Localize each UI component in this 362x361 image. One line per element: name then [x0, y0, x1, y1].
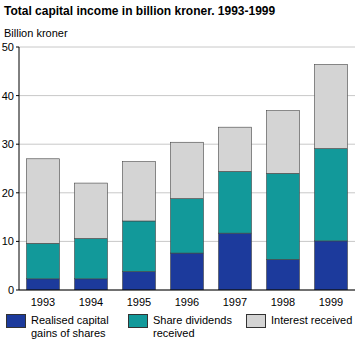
legend-label: Interest received [271, 314, 362, 327]
tick-label: 20 [2, 187, 14, 199]
bar-segment [75, 183, 108, 238]
bar-segment [219, 233, 252, 290]
bar-segment [123, 221, 156, 272]
tick-label: 50 [2, 41, 14, 53]
grid-line [19, 47, 355, 48]
grid-line [19, 95, 355, 96]
category-label: 1996 [175, 296, 199, 308]
tick-label: 10 [2, 235, 14, 247]
bar-segment [27, 159, 60, 244]
bar-segment [75, 279, 108, 290]
bars [27, 64, 348, 290]
tick-label: 30 [2, 138, 14, 150]
tick-label: 0 [8, 284, 14, 296]
bar-segment [27, 243, 60, 278]
bar-segment [267, 173, 300, 259]
tick-label: 40 [2, 90, 14, 102]
category-label: 1993 [31, 296, 55, 308]
grid-line [19, 290, 355, 291]
chart: Total capital income in billion kroner. … [0, 0, 362, 361]
legend-swatch [6, 314, 26, 328]
bar-segment [171, 253, 204, 290]
y-axis [19, 47, 20, 290]
category-label: 1997 [223, 296, 247, 308]
bar-segment [123, 162, 156, 221]
bar-segment [267, 111, 300, 174]
y-label: Billion kroner [4, 27, 68, 39]
bar-segment [171, 199, 204, 253]
category-label: 1995 [127, 296, 151, 308]
bar-segment [267, 259, 300, 290]
bar-segment [171, 142, 204, 198]
category-label: 1994 [79, 296, 103, 308]
bar-segment [75, 238, 108, 278]
bar-segment [219, 127, 252, 171]
bar-segment [315, 241, 348, 290]
legend-swatch [246, 314, 266, 328]
bar-segment [315, 149, 348, 241]
legend-label: Realised capital gains of shares [31, 314, 123, 340]
bar-segment [123, 272, 156, 290]
legend-swatch [128, 314, 148, 328]
legend-label: Share dividends received [153, 314, 245, 340]
bar-segment [315, 64, 348, 148]
bar-segment [219, 171, 252, 233]
category-label: 1999 [319, 296, 343, 308]
bar-segment [27, 279, 60, 290]
category-label: 1998 [271, 296, 295, 308]
title: Total capital income in billion kroner. … [4, 4, 276, 18]
x-axis [19, 290, 355, 291]
